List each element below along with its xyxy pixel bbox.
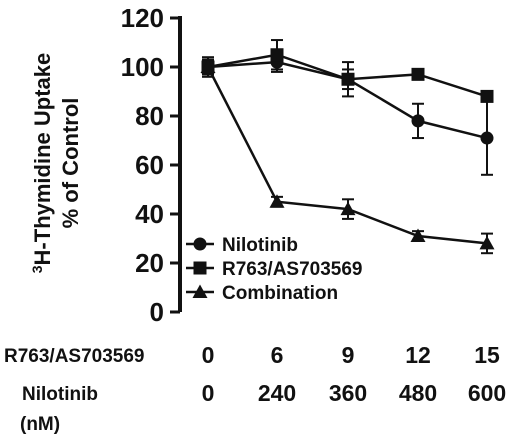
data-point [479, 235, 495, 250]
x-tick-label: 480 [399, 380, 437, 406]
data-point [480, 89, 494, 103]
y-tick-label: 0 [150, 297, 164, 327]
y-tick-label: 100 [121, 52, 164, 82]
legend-item: Nilotinib [186, 235, 298, 256]
legend-item: Combination [186, 283, 338, 304]
x-tick-label: 12 [405, 342, 431, 368]
x-axis-rows: R763/AS703569 0 6 9 12 15 Nilotinib 0 240 360 480 6… [4, 342, 506, 406]
y-tick-label: 80 [135, 101, 164, 131]
y-axis-label-superscript: 3 [29, 265, 45, 273]
x-tick-label: 360 [329, 380, 367, 406]
series-square [201, 39, 494, 103]
x-tick-label: 0 [202, 342, 215, 368]
legend-item: R763/AS703569 [186, 259, 363, 280]
data-point [341, 72, 355, 86]
y-tick-label: 120 [121, 3, 164, 33]
data-point [270, 48, 284, 62]
legend-label: Combination [222, 283, 338, 304]
legend-label: R763/AS703569 [222, 259, 363, 280]
y-tick-label: 20 [135, 248, 164, 278]
legend-marker [193, 261, 207, 275]
data-point [410, 228, 426, 243]
x-tick-label: 0 [202, 380, 215, 406]
y-axis-label-line1: H-Thymidine Uptake [30, 53, 55, 266]
data-point [411, 67, 425, 81]
svg-text:3H-Thymidine Uptake: 3H-Thymidine Uptake [29, 53, 55, 274]
x-row-0: R763/AS703569 0 6 9 12 15 [4, 342, 500, 368]
x-row-1: Nilotinib 0 240 360 480 600 [22, 380, 506, 406]
x-tick-label: 240 [258, 380, 296, 406]
x-tick-label: 9 [342, 342, 355, 368]
data-point [340, 201, 356, 216]
y-axis-label: 3H-Thymidine Uptake % of Control [29, 53, 83, 274]
legend-label: Nilotinib [222, 235, 298, 256]
x-tick-label: 6 [271, 342, 284, 368]
x-row-label: R763/AS703569 [4, 346, 145, 367]
legend-marker [193, 237, 207, 251]
x-row-label: Nilotinib [22, 384, 98, 405]
x-tick-label: 600 [468, 380, 506, 406]
data-point [411, 114, 425, 128]
y-tick-label: 60 [135, 150, 164, 180]
series-layer [200, 39, 495, 255]
y-ticks: 0 20 40 60 80 100 120 [121, 3, 180, 327]
legend: Nilotinib R763/AS703569 Combination [186, 235, 363, 304]
x-tick-label: 15 [474, 342, 500, 368]
data-point [480, 131, 494, 145]
y-axis-label-line2: % of Control [58, 98, 83, 229]
series-triangle [200, 58, 495, 255]
data-point [200, 59, 216, 73]
legend-marker [192, 284, 208, 298]
y-tick-label: 40 [135, 199, 164, 229]
x-unit-label: (nM) [20, 414, 60, 435]
data-point [269, 194, 285, 208]
